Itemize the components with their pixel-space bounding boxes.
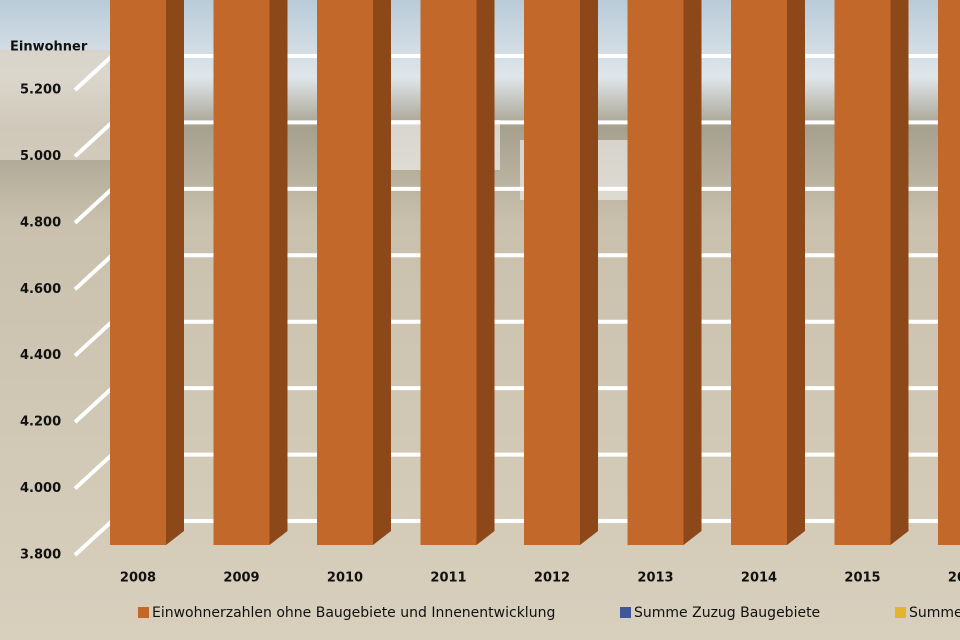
bar-segment xyxy=(627,0,684,545)
axis-title: Einwohner xyxy=(10,40,88,55)
x-tick-label: 2009 xyxy=(223,571,259,586)
legend-label: Einwohnerzahlen ohne Baugebiete und Inne… xyxy=(152,605,555,621)
grid-line xyxy=(73,54,114,92)
bar-segment xyxy=(317,0,373,546)
legend-swatch xyxy=(138,607,149,618)
y-tick-label: 5.200 xyxy=(20,83,61,98)
x-tick-label: 2015 xyxy=(844,571,880,586)
x-tick-label: 2011 xyxy=(430,571,466,586)
house xyxy=(0,50,110,160)
y-tick-label: 4.000 xyxy=(20,481,61,496)
y-tick-label: 5.000 xyxy=(20,149,61,164)
bar-segment xyxy=(213,0,270,546)
legend-swatch xyxy=(620,607,631,618)
grid-line xyxy=(73,187,114,225)
bar-side xyxy=(890,0,909,545)
bar-side xyxy=(683,0,702,545)
legend-label: Summe xyxy=(909,605,960,621)
x-tick-label: 2008 xyxy=(120,571,156,586)
bar-segment xyxy=(834,0,891,545)
bar-segment xyxy=(420,0,477,545)
x-tick-label: 2014 xyxy=(741,571,777,586)
grid-line xyxy=(73,253,114,291)
grid-line xyxy=(73,386,114,424)
y-tick-label: 4.200 xyxy=(20,415,61,430)
grid-line xyxy=(73,453,114,491)
y-tick-label: 4.800 xyxy=(20,215,61,230)
x-tick-label: 2016 xyxy=(948,571,960,586)
bar-side xyxy=(166,0,184,545)
y-tick-label: 3.800 xyxy=(20,548,61,563)
legend-swatch xyxy=(895,607,906,618)
bar-segment xyxy=(524,0,580,545)
y-tick-label: 4.400 xyxy=(20,348,61,363)
x-tick-label: 2013 xyxy=(637,571,673,586)
bar-side xyxy=(269,0,288,545)
bar-side xyxy=(476,0,495,545)
bar-segment xyxy=(110,0,166,545)
bar-side xyxy=(373,0,391,545)
x-tick-label: 2010 xyxy=(327,571,363,586)
bar-segment xyxy=(938,0,960,545)
grid-line xyxy=(73,120,114,158)
bar-segment xyxy=(731,0,787,545)
bar-side xyxy=(787,0,805,545)
grid-line xyxy=(73,519,114,557)
x-tick-label: 2012 xyxy=(534,571,570,586)
bar-side xyxy=(580,0,598,545)
grid-line xyxy=(73,320,114,358)
y-tick-label: 4.600 xyxy=(20,282,61,297)
legend-label: Summe Zuzug Baugebiete xyxy=(634,605,820,621)
